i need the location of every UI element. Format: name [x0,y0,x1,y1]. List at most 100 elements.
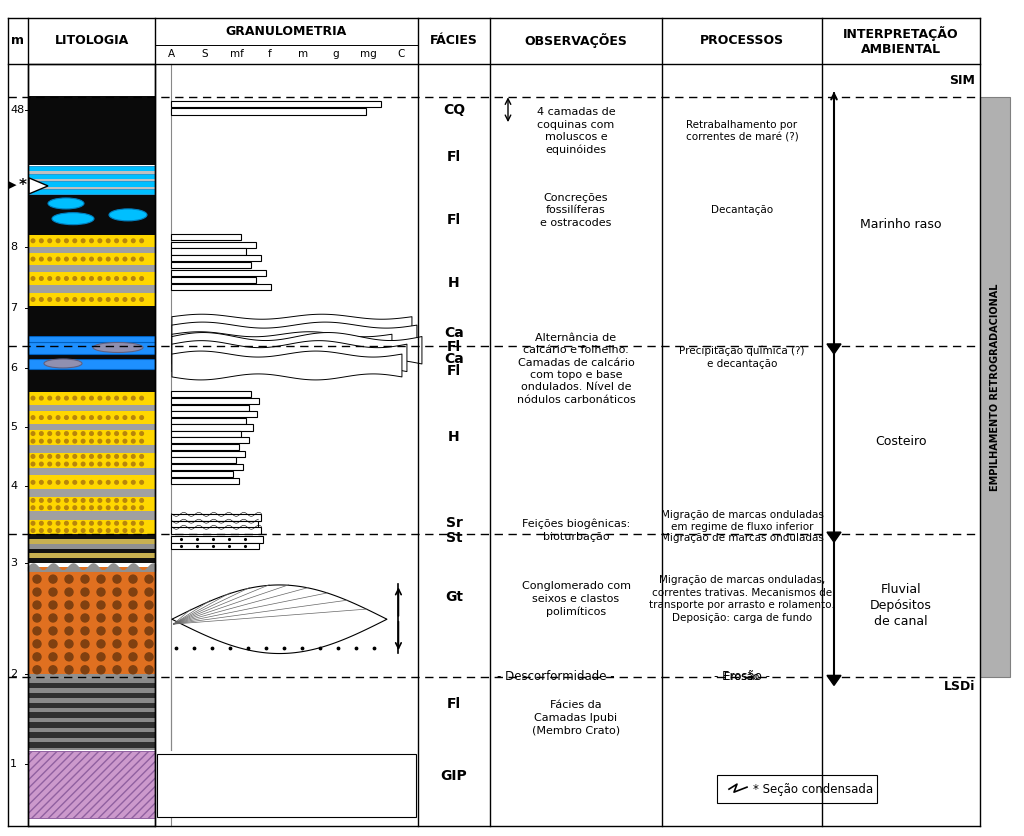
Circle shape [145,665,153,674]
Circle shape [131,431,135,436]
Circle shape [81,588,89,596]
Circle shape [98,440,101,443]
Circle shape [145,640,153,648]
Text: GIP: GIP [440,769,467,783]
Text: mg: mg [360,49,377,59]
Circle shape [65,601,73,609]
Circle shape [140,431,143,436]
Bar [171,543,259,549]
Circle shape [56,239,59,242]
Circle shape [56,415,59,420]
Circle shape [65,396,69,400]
Circle shape [97,588,105,596]
Circle shape [48,257,51,261]
Bar [717,775,877,803]
Circle shape [65,506,69,509]
Circle shape [115,440,119,443]
Circle shape [73,257,77,261]
Circle shape [31,396,35,400]
Bar [28,445,155,452]
Text: 48: 48 [10,104,25,115]
Circle shape [115,481,119,484]
Circle shape [49,653,57,660]
Text: Concreções
fossilíferas
e ostracodes: Concreções fossilíferas e ostracodes [541,193,611,227]
Text: H: H [449,431,460,445]
Circle shape [90,506,93,509]
Bar [28,712,155,718]
Circle shape [65,498,69,502]
Circle shape [48,440,51,443]
Circle shape [81,665,89,674]
Circle shape [65,588,73,596]
Circle shape [140,481,143,484]
Bar [28,512,155,520]
Circle shape [73,440,77,443]
Circle shape [106,462,110,466]
Bar [28,476,155,489]
Bar [171,248,247,254]
Circle shape [31,440,35,443]
Bar [28,354,155,359]
Circle shape [90,298,93,301]
Circle shape [129,614,137,622]
Bar [171,270,266,276]
Polygon shape [29,178,48,194]
Circle shape [73,522,77,525]
Circle shape [73,431,77,436]
Circle shape [33,653,41,660]
Circle shape [90,528,93,533]
Circle shape [140,277,143,280]
Circle shape [81,614,89,622]
Text: Fl: Fl [446,150,461,164]
Circle shape [131,440,135,443]
Circle shape [65,257,69,261]
Bar [28,544,155,548]
Bar [171,528,261,534]
Circle shape [98,455,101,458]
Circle shape [48,298,51,301]
Circle shape [65,440,69,443]
Circle shape [97,665,105,674]
Circle shape [131,455,135,458]
Text: GRANULOMETRIA: GRANULOMETRIA [226,25,347,38]
Circle shape [145,614,153,622]
Text: St: St [445,531,462,545]
Bar [28,722,155,727]
Circle shape [90,277,93,280]
Circle shape [113,653,121,660]
Bar [171,108,367,115]
Circle shape [123,440,127,443]
Circle shape [73,506,77,509]
Bar [980,97,1010,677]
Circle shape [65,431,69,436]
Text: Precipitação química (?)
e decantação: Precipitação química (?) e decantação [679,346,805,369]
Circle shape [131,257,135,261]
Circle shape [140,415,143,420]
Circle shape [48,498,51,502]
Circle shape [98,498,101,502]
Bar [171,417,247,424]
Circle shape [98,277,101,280]
Circle shape [123,277,127,280]
Bar [28,171,155,174]
Circle shape [106,528,110,533]
Circle shape [49,665,57,674]
Circle shape [40,506,43,509]
Circle shape [129,653,137,660]
Circle shape [90,257,93,261]
Bar [28,742,155,747]
Bar [28,306,155,336]
Circle shape [145,627,153,635]
Bar [28,166,155,171]
Text: A: A [168,49,175,59]
Circle shape [129,588,137,596]
Text: Migração de marcas onduladas: Migração de marcas onduladas [660,533,823,543]
Bar [28,489,155,497]
Text: * Seção condensada: * Seção condensada [753,782,873,796]
Text: 5: 5 [10,421,17,431]
Circle shape [73,462,77,466]
Bar [28,520,155,534]
Bar [28,391,155,405]
Circle shape [81,522,85,525]
Bar [171,405,250,410]
